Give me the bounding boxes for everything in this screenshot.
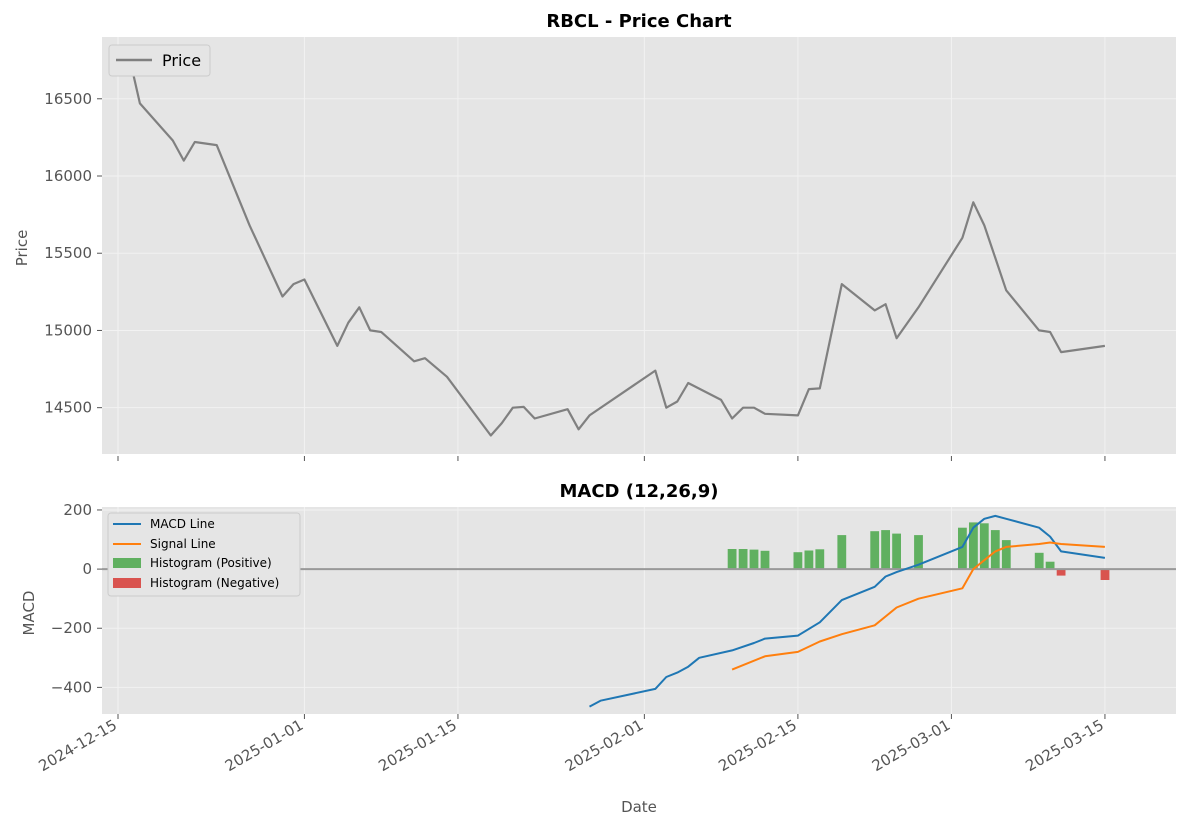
- legend-swatch-hist-neg: [113, 578, 141, 588]
- x-axis-label: Date: [621, 798, 657, 816]
- macd-histogram: [727, 522, 1110, 580]
- histogram-bar-positive: [804, 550, 814, 570]
- histogram-bar-positive: [881, 530, 890, 570]
- macd-y-tick-label: −200: [51, 619, 92, 637]
- price-y-tick-label: 14500: [44, 399, 92, 417]
- price-line: [127, 55, 1106, 437]
- macd-x-ticks: 2024-12-15 2025-01-01 2025-01-15 2025-02-01…: [35, 714, 1107, 775]
- x-tick-label: 2025-02-15: [715, 716, 800, 775]
- macd-y-tick-label: 200: [63, 501, 92, 519]
- histogram-bar-positive: [815, 549, 825, 570]
- histogram-bar-positive: [958, 527, 967, 570]
- macd-legend: MACD Line Signal Line Histogram (Positiv…: [107, 512, 301, 597]
- price-y-axis-label: Price: [13, 230, 31, 267]
- histogram-bar-positive: [738, 549, 748, 570]
- histogram-bar-positive: [1034, 552, 1044, 570]
- price-plot-area: [102, 37, 1176, 454]
- price-series: [127, 55, 1106, 437]
- signal-line: [731, 541, 1105, 671]
- macd-chart-title: MACD (12,26,9): [559, 481, 718, 502]
- histogram-bar-positive: [990, 530, 1000, 570]
- price-legend-box: [108, 44, 211, 77]
- macd-lines: [589, 514, 1106, 708]
- histogram-bar-positive: [793, 552, 803, 570]
- macd-panel: −400 −200 0 200 2024-12-15 2025-01-01 2025-01…: [20, 481, 1176, 816]
- macd-y-ticks: −400 −200 0 200: [51, 501, 102, 696]
- histogram-bar-positive: [749, 549, 759, 570]
- histogram-bar-positive: [760, 550, 770, 570]
- histogram-bar-positive: [979, 523, 989, 570]
- histogram-bar-positive: [1001, 540, 1011, 570]
- legend-swatch-hist-pos: [113, 558, 141, 568]
- histogram-bar-positive: [1045, 561, 1055, 570]
- x-tick-label: 2025-03-15: [1022, 716, 1107, 775]
- legend-label-signal: Signal Line: [150, 537, 216, 551]
- x-tick-label: 2024-12-15: [35, 716, 120, 775]
- legend-label-hist-neg: Histogram (Negative): [150, 576, 279, 590]
- price-panel: 14500 15000 15500 16000 16500 RBCL - Price C…: [13, 11, 1176, 461]
- macd-line: [589, 514, 1106, 708]
- price-y-tick-label: 16500: [44, 90, 92, 108]
- histogram-bar-positive: [727, 549, 737, 570]
- histogram-bar-positive: [892, 533, 901, 570]
- price-y-ticks: 14500 15000 15500 16000 16500: [44, 90, 102, 417]
- macd-y-axis-label: MACD: [20, 591, 38, 636]
- macd-y-tick-label: −400: [51, 678, 92, 696]
- x-tick-label: 2025-03-01: [869, 716, 954, 775]
- histogram-bar-negative: [1056, 569, 1066, 576]
- macd-y-tick-label: 0: [82, 560, 92, 578]
- x-tick-label: 2025-02-01: [562, 716, 647, 775]
- price-x-ticks: [117, 456, 1106, 461]
- price-legend-label: Price: [162, 51, 201, 70]
- price-chart-title: RBCL - Price Chart: [546, 11, 732, 32]
- histogram-bar-negative: [1100, 569, 1110, 580]
- macd-legend-box: [107, 512, 301, 597]
- histogram-bar-positive: [969, 522, 978, 570]
- histogram-bar-positive: [837, 535, 847, 570]
- x-tick-label: 2025-01-01: [222, 716, 307, 775]
- legend-label-hist-pos: Histogram (Positive): [150, 556, 272, 570]
- price-y-tick-label: 16000: [44, 167, 92, 185]
- legend-label-macd: MACD Line: [150, 517, 215, 531]
- x-tick-label: 2025-01-15: [375, 716, 460, 775]
- price-grid: [102, 37, 1176, 454]
- price-legend: Price: [108, 44, 211, 77]
- histogram-bar-positive: [914, 535, 923, 570]
- price-y-tick-label: 15500: [44, 244, 92, 262]
- histogram-bar-positive: [870, 531, 880, 570]
- price-y-tick-label: 15000: [44, 321, 92, 339]
